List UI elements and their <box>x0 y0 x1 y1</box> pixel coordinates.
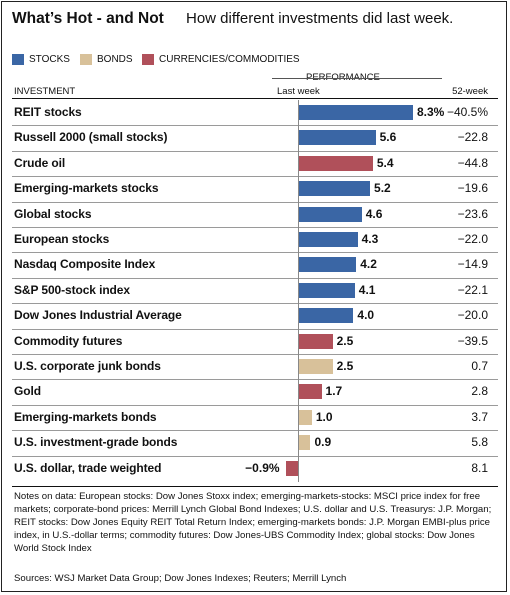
week52-value: −19.6 <box>457 181 488 196</box>
bar <box>298 409 312 425</box>
value-label: −0.9% <box>245 460 280 475</box>
bar <box>298 206 362 222</box>
week52-value: −20.0 <box>457 308 488 323</box>
legend-stocks: STOCKS <box>12 53 70 65</box>
bar <box>298 130 376 146</box>
bar <box>298 333 333 349</box>
bar <box>298 155 373 171</box>
week52-value: −14.9 <box>457 257 488 272</box>
row-divider <box>12 125 498 127</box>
bar <box>298 257 357 273</box>
bar <box>298 232 358 247</box>
row-divider <box>12 176 498 178</box>
week52-value: −39.5 <box>457 333 488 348</box>
legend-label-stocks: STOCKS <box>29 53 70 65</box>
value-label: 0.9 <box>314 435 332 450</box>
week52-value: −22.0 <box>457 232 488 246</box>
sources-text: Sources: WSJ Market Data Group; Dow Jone… <box>14 573 347 584</box>
last-week-header: Last week <box>277 86 320 97</box>
legend-swatch-commodities <box>142 53 154 65</box>
bar <box>298 181 371 197</box>
row-divider <box>12 328 498 330</box>
category-label: Commodity futures <box>14 333 123 348</box>
week52-value: 3.7 <box>471 409 488 424</box>
bar <box>285 460 298 476</box>
legend-label-commodities: CURRENCIES/COMMODITIES <box>159 53 300 65</box>
category-label: Emerging-markets bonds <box>14 409 157 424</box>
week52-value: −44.8 <box>457 155 488 170</box>
row-divider <box>12 354 498 355</box>
legend-commodities: CURRENCIES/COMMODITIES <box>142 53 300 65</box>
row-divider <box>12 430 498 432</box>
row-divider <box>12 150 498 152</box>
table-bottom-rule <box>12 486 498 487</box>
legend-label-bonds: BONDS <box>97 53 133 65</box>
week52-value: −22.8 <box>457 130 488 145</box>
notes-text: Notes on data: European stocks: Dow Jone… <box>14 491 492 554</box>
week52-header: 52-week <box>452 86 488 97</box>
bar <box>298 282 355 298</box>
row-divider <box>12 201 498 203</box>
category-label: U.S. investment-grade bonds <box>14 435 178 450</box>
value-label: 2.5 <box>336 359 354 373</box>
week52-value: 8.1 <box>471 460 488 475</box>
category-label: REIT stocks <box>14 105 82 119</box>
bar <box>298 435 311 451</box>
row-divider <box>12 303 498 305</box>
row-divider <box>12 404 498 406</box>
value-label: 1.0 <box>315 409 333 424</box>
value-label: 2.5 <box>336 333 354 348</box>
investment-header: INVESTMENT <box>14 86 76 97</box>
value-label: 4.1 <box>358 282 376 297</box>
week52-value: 5.8 <box>471 435 488 450</box>
category-label: Gold <box>14 384 41 399</box>
row-divider <box>12 227 498 228</box>
category-label: Russell 2000 (small stocks) <box>14 130 168 145</box>
value-label: 8.3% <box>417 105 445 119</box>
bar <box>298 308 354 324</box>
chart-subtitle: How different investments did last week. <box>186 10 454 27</box>
category-label: European stocks <box>14 232 110 246</box>
header-rule <box>12 98 498 99</box>
value-label: 4.3 <box>361 232 379 246</box>
bar <box>298 105 413 120</box>
chart-title: What’s Hot - and Not <box>12 10 164 27</box>
row-divider <box>12 379 498 381</box>
category-label: Emerging-markets stocks <box>14 181 159 196</box>
category-label: Dow Jones Industrial Average <box>14 308 182 323</box>
zero-axis <box>298 100 299 482</box>
legend-swatch-stocks <box>12 53 24 65</box>
value-label: 4.2 <box>360 257 377 272</box>
value-label: 1.7 <box>325 384 343 399</box>
week52-value: 0.7 <box>471 359 488 373</box>
value-label: 5.4 <box>376 155 394 170</box>
performance-header: PERFORMANCE <box>306 72 380 83</box>
category-label: S&P 500-stock index <box>14 282 130 297</box>
value-label: 4.6 <box>365 206 383 221</box>
value-label: 5.6 <box>379 130 397 145</box>
category-label: Crude oil <box>14 155 66 170</box>
row-divider <box>12 252 498 254</box>
row-divider <box>12 455 498 457</box>
legend-swatch-bonds <box>80 53 92 65</box>
value-label: 4.0 <box>357 308 375 323</box>
category-label: Global stocks <box>14 206 92 221</box>
week52-value: −23.6 <box>457 206 488 221</box>
category-label: U.S. corporate junk bonds <box>14 359 161 373</box>
row-divider <box>12 277 498 279</box>
legend-bonds: BONDS <box>80 53 133 65</box>
category-label: U.S. dollar, trade weighted <box>14 460 162 475</box>
value-label: 5.2 <box>374 181 391 196</box>
week52-value: 2.8 <box>471 384 488 399</box>
performance-rule <box>272 78 442 79</box>
bar <box>298 359 333 374</box>
bar <box>298 384 322 400</box>
week52-value: −40.5% <box>446 105 488 119</box>
category-label: Nasdaq Composite Index <box>14 257 156 272</box>
week52-value: −22.1 <box>457 282 488 297</box>
